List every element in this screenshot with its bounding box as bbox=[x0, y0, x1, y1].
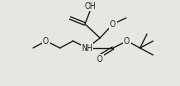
Text: O: O bbox=[97, 55, 103, 63]
Text: O: O bbox=[110, 20, 116, 28]
Text: OH: OH bbox=[84, 1, 96, 10]
Text: O: O bbox=[124, 36, 130, 45]
Text: O: O bbox=[43, 36, 49, 45]
Text: NH: NH bbox=[81, 44, 93, 52]
